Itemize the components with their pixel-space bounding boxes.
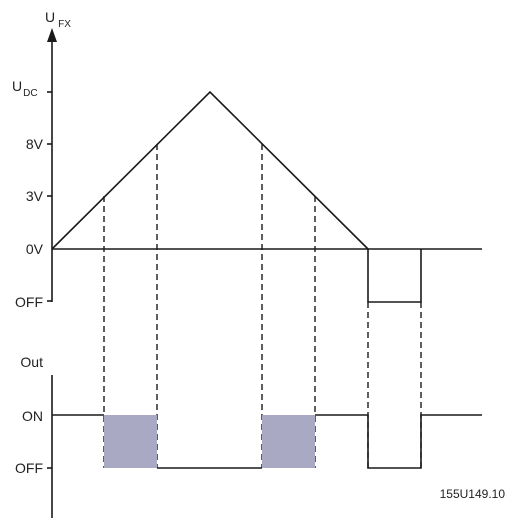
- tick-label-3v: 3V: [26, 188, 44, 204]
- on-region-fall: [262, 415, 315, 468]
- voltage-ramp-triangle: [51, 90, 369, 250]
- tick-label-off-lower: OFF: [15, 460, 43, 476]
- ufx-ticks: UDC 8V 3V 0V OFF: [12, 78, 52, 310]
- tick-label-0v: 0V: [26, 241, 44, 257]
- figure-reference: 155U149.10: [440, 487, 506, 501]
- out-axis-title: Out: [20, 354, 43, 370]
- output-waveform-tail: [315, 414, 482, 469]
- on-region-rise: [104, 415, 157, 468]
- tick-label-udc: UDC: [12, 78, 38, 99]
- out-axis: Out ON OFF: [15, 354, 53, 518]
- upper-off-pulse: [367, 249, 422, 303]
- ufx-axis-title: U FX: [45, 9, 71, 30]
- ufx-axis-arrow-icon: [47, 28, 57, 42]
- tick-label-off-upper: OFF: [15, 294, 43, 310]
- tick-label-on: ON: [22, 408, 43, 424]
- ufx-axis: U FX: [45, 9, 71, 302]
- tick-label-8v: 8V: [26, 136, 44, 152]
- dashed-guides: [103, 144, 422, 468]
